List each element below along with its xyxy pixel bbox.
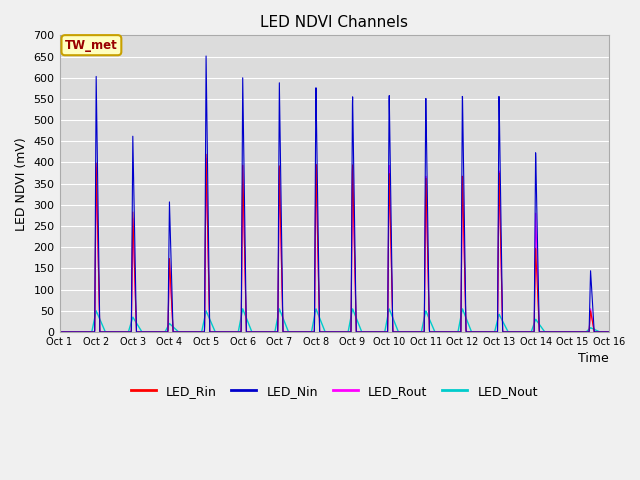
Title: LED NDVI Channels: LED NDVI Channels [260, 15, 408, 30]
Y-axis label: LED NDVI (mV): LED NDVI (mV) [15, 137, 28, 230]
X-axis label: Time: Time [578, 352, 609, 365]
Legend: LED_Rin, LED_Nin, LED_Rout, LED_Nout: LED_Rin, LED_Nin, LED_Rout, LED_Nout [125, 380, 543, 403]
Text: TW_met: TW_met [65, 39, 118, 52]
